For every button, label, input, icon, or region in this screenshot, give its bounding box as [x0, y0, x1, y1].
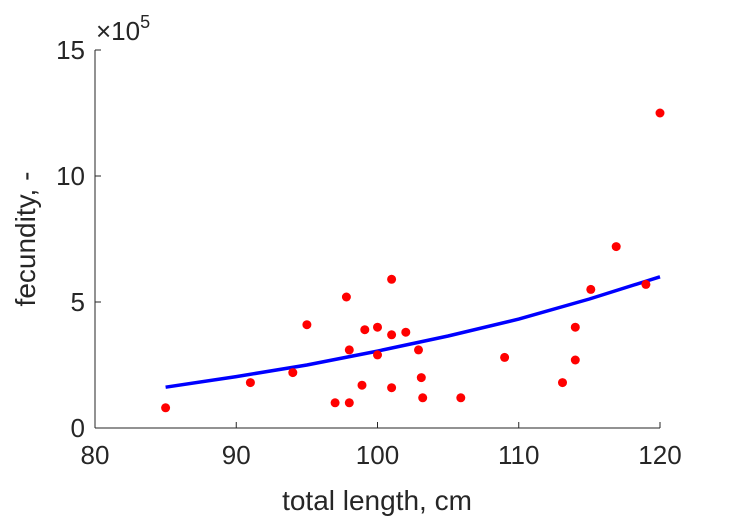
y-tick-label: 15 [56, 35, 85, 65]
data-point [558, 378, 567, 388]
data-point [360, 325, 370, 335]
data-point [387, 383, 397, 393]
fit-line [165, 275, 661, 389]
data-point [611, 242, 621, 252]
data-point [570, 355, 580, 365]
data-point [357, 380, 367, 390]
data-point [344, 398, 354, 408]
y-tick-label: 5 [71, 287, 85, 317]
data-point [245, 378, 255, 388]
data-point [387, 274, 397, 284]
x-tick-label: 100 [356, 440, 399, 470]
y-tick-label: 10 [56, 161, 85, 191]
x-tick-label: 110 [498, 440, 539, 470]
y-exponent-label: ×105 [96, 12, 150, 46]
data-point [570, 322, 580, 332]
data-point [161, 403, 171, 413]
data-point [330, 398, 340, 408]
x-tick-label: 80 [81, 440, 110, 470]
data-point [341, 292, 351, 302]
data-point [373, 322, 382, 332]
data-point [500, 352, 510, 362]
y-tick-label: 0 [71, 413, 85, 443]
data-points [161, 108, 665, 413]
y-exponent-base: ×10 [96, 16, 140, 46]
data-point [418, 393, 428, 403]
x-ticks: 80 90 100 110 120 [81, 422, 682, 470]
plot-area: 80 90 100 110 120 0 5 10 15 [56, 35, 682, 470]
data-point [401, 327, 411, 337]
data-point [387, 330, 397, 340]
data-point [456, 393, 466, 403]
x-axis-label: total length, cm [282, 485, 472, 516]
fit-line-layer [165, 275, 661, 389]
data-point [414, 345, 423, 355]
x-tick-label: 120 [638, 440, 681, 470]
data-point [586, 284, 596, 294]
data-point [416, 373, 426, 383]
y-exponent-power: 5 [140, 12, 150, 32]
data-point [288, 368, 298, 378]
y-axis-label: fecundity, - [10, 172, 41, 307]
x-tick-label: 90 [222, 440, 251, 470]
y-ticks: 0 5 10 15 [56, 35, 101, 443]
data-point [655, 108, 665, 118]
data-point [373, 350, 382, 360]
data-point [641, 279, 651, 289]
data-point [344, 345, 354, 355]
data-point [302, 320, 312, 330]
